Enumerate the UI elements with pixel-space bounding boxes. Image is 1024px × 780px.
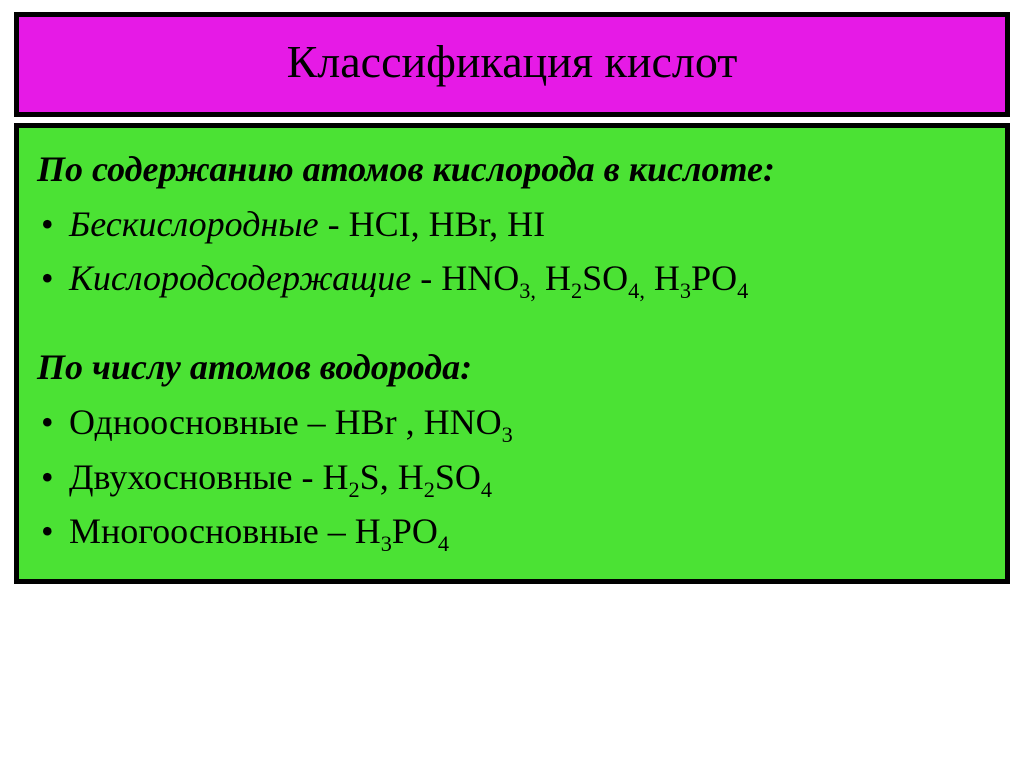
list-item: Кислородсодержащие - HNO3, H2SO4, H3PO4: [37, 251, 987, 306]
spacer: [37, 306, 987, 340]
section1-heading: По содержанию атомов кислорода в кислоте…: [37, 142, 987, 197]
subscript: 3: [502, 422, 513, 447]
item-text: - HCI, HBr, HI: [319, 204, 546, 244]
item-text: Многоосновные – H: [69, 511, 381, 551]
item-text: Двухосновные - H: [69, 457, 349, 497]
subscript: 2: [349, 477, 360, 502]
subscript: 3: [381, 532, 392, 557]
list-item: Многоосновные – H3PO4: [37, 504, 987, 559]
section1-list: Бескислородные - HCI, HBr, HI Кислородсо…: [37, 197, 987, 306]
item-text: PO: [691, 258, 737, 298]
content-box: По содержанию атомов кислорода в кислоте…: [14, 123, 1010, 584]
title-box: Классификация кислот: [14, 12, 1010, 117]
item-label: Бескислородные: [69, 204, 319, 244]
page-title: Классификация кислот: [287, 36, 738, 87]
section2-list: Одноосновные – HBr , HNO3 Двухосновные -…: [37, 395, 987, 559]
item-text: SO: [435, 457, 481, 497]
item-text: Одноосновные – HBr , HNO: [69, 402, 502, 442]
item-text: PO: [392, 511, 438, 551]
list-item: Бескислородные - HCI, HBr, HI: [37, 197, 987, 252]
subscript: 2: [424, 477, 435, 502]
subscript: 3,: [519, 279, 536, 304]
subscript: 4: [737, 279, 748, 304]
subscript: 4: [438, 532, 449, 557]
item-text: SO: [582, 258, 628, 298]
subscript: 2: [571, 279, 582, 304]
subscript: 4: [481, 477, 492, 502]
list-item: Двухосновные - H2S, H2SO4: [37, 450, 987, 505]
subscript: 4,: [628, 279, 645, 304]
list-item: Одноосновные – HBr , HNO3: [37, 395, 987, 450]
subscript: 3: [680, 279, 691, 304]
item-text: S, H: [360, 457, 424, 497]
item-text: H: [645, 258, 680, 298]
item-text: - HNO: [411, 258, 519, 298]
item-label: Кислородсодержащие: [69, 258, 411, 298]
section2-heading: По числу атомов водорода:: [37, 340, 987, 395]
item-text: H: [536, 258, 571, 298]
